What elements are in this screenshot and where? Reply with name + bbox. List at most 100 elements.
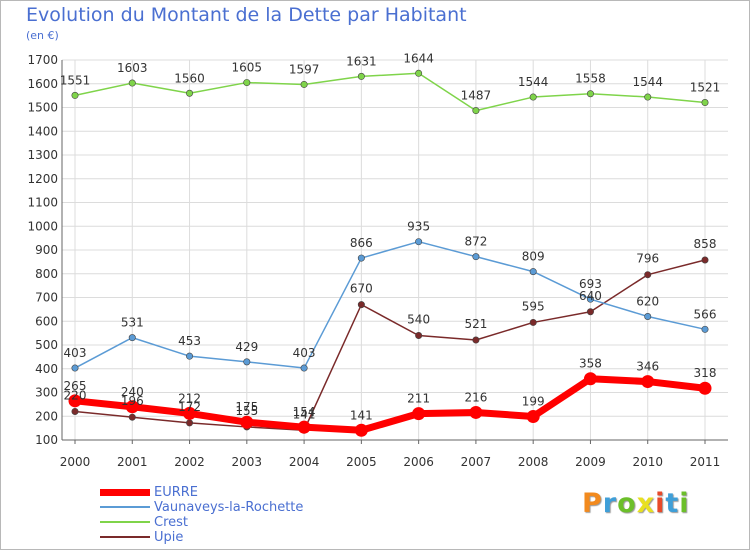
data-label: 141 <box>350 408 373 422</box>
data-point <box>529 318 537 326</box>
data-point <box>415 69 423 77</box>
data-label: 429 <box>235 340 258 354</box>
data-point <box>583 372 597 386</box>
data-point <box>300 80 308 88</box>
data-label: 172 <box>178 400 201 414</box>
data-point <box>357 254 365 262</box>
data-point <box>586 308 594 316</box>
data-label: 1631 <box>346 54 377 68</box>
data-point <box>186 352 194 360</box>
data-point <box>644 93 652 101</box>
y-tick-label: 200 <box>35 409 58 423</box>
data-point <box>354 423 368 437</box>
y-tick-label: 1000 <box>27 219 58 233</box>
x-tick-label: 2004 <box>289 455 320 469</box>
legend-label: Vaunaveys-la-Rochette <box>154 500 304 515</box>
data-label: 240 <box>121 385 144 399</box>
y-tick-label: 1600 <box>27 77 58 91</box>
legend: EURRE Vaunaveys-la-Rochette Crest Upie <box>100 485 400 545</box>
x-tick-label: 2007 <box>461 455 492 469</box>
data-label: 1551 <box>60 73 91 87</box>
grid-lines <box>62 59 728 441</box>
data-label: 265 <box>64 379 87 393</box>
data-label: 1605 <box>232 61 263 75</box>
data-label: 566 <box>694 307 717 321</box>
data-label: 346 <box>636 360 659 374</box>
data-label: 154 <box>293 405 316 419</box>
data-point <box>125 400 139 414</box>
data-label: 620 <box>636 295 659 309</box>
data-label: 1544 <box>518 75 549 89</box>
data-point <box>243 358 251 366</box>
data-point <box>472 107 480 115</box>
data-label: 595 <box>522 299 545 313</box>
y-tick-label: 400 <box>35 362 58 376</box>
x-tick-label: 2001 <box>117 455 148 469</box>
data-point <box>128 413 136 421</box>
data-point <box>469 405 483 419</box>
y-tick-label: 1500 <box>27 101 58 115</box>
x-tick-label: 2000 <box>60 455 91 469</box>
y-tick-label: 1300 <box>27 148 58 162</box>
data-point <box>586 295 594 303</box>
data-label: 640 <box>579 289 602 303</box>
y-tick-label: 1100 <box>27 196 58 210</box>
data-point <box>529 93 537 101</box>
data-point <box>71 407 79 415</box>
data-label: 1487 <box>461 89 492 103</box>
x-tick-label: 2006 <box>403 455 434 469</box>
data-label: 403 <box>64 346 87 360</box>
y-tick-label: 800 <box>35 267 58 281</box>
data-label: 220 <box>64 389 87 403</box>
data-point <box>71 364 79 372</box>
y-tick-label: 1400 <box>27 124 58 138</box>
legend-swatch <box>100 488 150 496</box>
series-line-vaunaveys-la-rochette <box>74 240 706 369</box>
axes: 100 200 300 400 500 600 700 800 900 1000 1100 1200 1… <box>27 53 728 469</box>
legend-swatch <box>100 536 150 538</box>
y-tick-label: 1700 <box>27 53 58 67</box>
data-label: 453 <box>178 334 201 348</box>
data-label: 358 <box>579 357 602 371</box>
data-label: 540 <box>407 313 430 327</box>
data-label: 796 <box>636 252 659 266</box>
x-tick-label: 2009 <box>575 455 606 469</box>
x-tick-label: 2011 <box>690 455 721 469</box>
data-label: 531 <box>121 316 144 330</box>
data-label: 1560 <box>174 71 205 85</box>
y-tick-label: 300 <box>35 386 58 400</box>
legend-swatch <box>100 521 150 523</box>
data-label: 521 <box>464 317 487 331</box>
x-tick-label: 2010 <box>632 455 663 469</box>
data-point <box>472 336 480 344</box>
data-point <box>128 79 136 87</box>
data-point <box>701 99 709 107</box>
legend-item: Vaunaveys-la-Rochette <box>100 500 400 515</box>
legend-label: Upie <box>154 530 184 545</box>
data-label: 1558 <box>575 72 606 86</box>
series-lines <box>68 69 712 437</box>
data-point <box>472 253 480 261</box>
data-point <box>412 407 426 421</box>
data-point <box>701 325 709 333</box>
chart-subtitle: (en €) <box>26 29 59 42</box>
x-tick-label: 2008 <box>518 455 549 469</box>
proxiti-logo: Proxiti <box>582 488 690 519</box>
legend-label: Crest <box>154 515 189 530</box>
data-label: 196 <box>121 394 144 408</box>
legend-swatch <box>100 506 150 508</box>
data-label: 199 <box>522 394 545 408</box>
data-label: 809 <box>522 250 545 264</box>
data-label: 1544 <box>632 75 663 89</box>
data-label: 1597 <box>289 62 320 76</box>
data-point <box>68 394 82 408</box>
y-tick-label: 600 <box>35 314 58 328</box>
data-point <box>71 91 79 99</box>
y-tick-label: 1200 <box>27 172 58 186</box>
data-point <box>415 331 423 339</box>
data-label: 211 <box>407 392 430 406</box>
data-label: 935 <box>407 220 430 234</box>
data-label: 1644 <box>403 51 434 65</box>
